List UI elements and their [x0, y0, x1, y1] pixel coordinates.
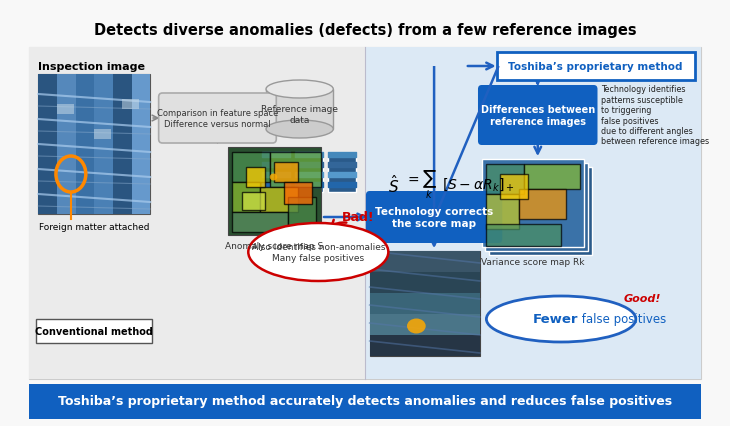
FancyBboxPatch shape — [232, 213, 288, 233]
FancyBboxPatch shape — [57, 105, 74, 115]
FancyBboxPatch shape — [369, 335, 480, 356]
Text: Reference image
data: Reference image data — [261, 105, 338, 124]
FancyBboxPatch shape — [496, 53, 695, 81]
FancyBboxPatch shape — [482, 160, 585, 248]
FancyBboxPatch shape — [38, 75, 57, 215]
FancyBboxPatch shape — [158, 94, 276, 144]
Text: false positives: false positives — [578, 313, 666, 326]
FancyBboxPatch shape — [247, 167, 265, 187]
FancyBboxPatch shape — [369, 251, 480, 356]
Text: Technology identifies
patterns susceptible
to triggering
false positives
due to : Technology identifies patterns susceptib… — [602, 85, 710, 146]
Ellipse shape — [407, 319, 426, 334]
FancyBboxPatch shape — [57, 75, 75, 215]
Text: Technology corrects
the score map: Technology corrects the score map — [375, 207, 493, 228]
FancyBboxPatch shape — [94, 75, 113, 215]
FancyBboxPatch shape — [369, 294, 480, 314]
Text: Variance score map Rk: Variance score map Rk — [481, 257, 585, 266]
Text: Foreign matter attached: Foreign matter attached — [39, 222, 150, 231]
Text: Also identifies non-anomalies
Many false positives: Also identifies non-anomalies Many false… — [252, 243, 385, 262]
Text: $\hat{S}$: $\hat{S}$ — [388, 174, 399, 196]
FancyBboxPatch shape — [29, 48, 365, 379]
FancyBboxPatch shape — [262, 153, 291, 193]
FancyBboxPatch shape — [500, 175, 529, 199]
FancyBboxPatch shape — [328, 153, 356, 193]
Text: Good!: Good! — [623, 294, 661, 303]
FancyBboxPatch shape — [75, 75, 94, 215]
Ellipse shape — [248, 224, 388, 281]
FancyBboxPatch shape — [284, 183, 312, 204]
Text: Differences between
reference images: Differences between reference images — [480, 105, 595, 127]
Text: Conventional method: Conventional method — [35, 326, 153, 336]
Ellipse shape — [266, 81, 334, 99]
Text: Comparison in feature space
Difference versus normal: Comparison in feature space Difference v… — [157, 109, 278, 128]
FancyBboxPatch shape — [122, 100, 139, 110]
Text: $= \sum_k$: $= \sum_k$ — [405, 168, 437, 201]
FancyBboxPatch shape — [523, 164, 580, 190]
Text: Bad!: Bad! — [342, 211, 374, 224]
FancyBboxPatch shape — [369, 314, 480, 335]
FancyBboxPatch shape — [369, 272, 480, 294]
FancyBboxPatch shape — [366, 192, 502, 243]
FancyBboxPatch shape — [489, 167, 592, 256]
Ellipse shape — [270, 174, 277, 181]
FancyBboxPatch shape — [478, 86, 597, 146]
FancyBboxPatch shape — [113, 75, 131, 215]
Text: $[S - \alpha R_k]_+$: $[S - \alpha R_k]_+$ — [442, 176, 515, 193]
FancyBboxPatch shape — [295, 153, 323, 193]
Text: Toshiba’s proprietary method accurately detects anomalies and reduces false posi: Toshiba’s proprietary method accurately … — [58, 394, 672, 408]
FancyBboxPatch shape — [232, 183, 261, 213]
FancyBboxPatch shape — [519, 190, 566, 219]
Ellipse shape — [266, 121, 334, 139]
FancyBboxPatch shape — [485, 164, 588, 251]
FancyBboxPatch shape — [288, 198, 316, 233]
FancyBboxPatch shape — [266, 90, 334, 130]
FancyBboxPatch shape — [36, 319, 152, 343]
Text: Detects diverse anomalies (defects) from a few reference images: Detects diverse anomalies (defects) from… — [93, 23, 637, 37]
FancyBboxPatch shape — [228, 148, 321, 236]
Text: Fewer: Fewer — [533, 313, 579, 326]
FancyBboxPatch shape — [274, 163, 298, 183]
Text: Inspection image: Inspection image — [38, 62, 145, 72]
FancyBboxPatch shape — [232, 153, 270, 183]
FancyBboxPatch shape — [38, 75, 150, 215]
FancyBboxPatch shape — [261, 187, 298, 213]
FancyBboxPatch shape — [486, 164, 523, 195]
Text: Anomaly score map S: Anomaly score map S — [226, 242, 323, 250]
Ellipse shape — [486, 296, 636, 342]
FancyBboxPatch shape — [270, 153, 321, 187]
FancyBboxPatch shape — [29, 48, 701, 379]
FancyBboxPatch shape — [29, 384, 701, 419]
FancyBboxPatch shape — [365, 48, 701, 379]
FancyBboxPatch shape — [94, 130, 111, 140]
FancyBboxPatch shape — [486, 195, 519, 230]
FancyBboxPatch shape — [131, 75, 150, 215]
FancyBboxPatch shape — [242, 193, 265, 210]
FancyBboxPatch shape — [369, 251, 480, 272]
Text: Toshiba’s proprietary method: Toshiba’s proprietary method — [508, 62, 683, 72]
FancyBboxPatch shape — [486, 225, 561, 246]
